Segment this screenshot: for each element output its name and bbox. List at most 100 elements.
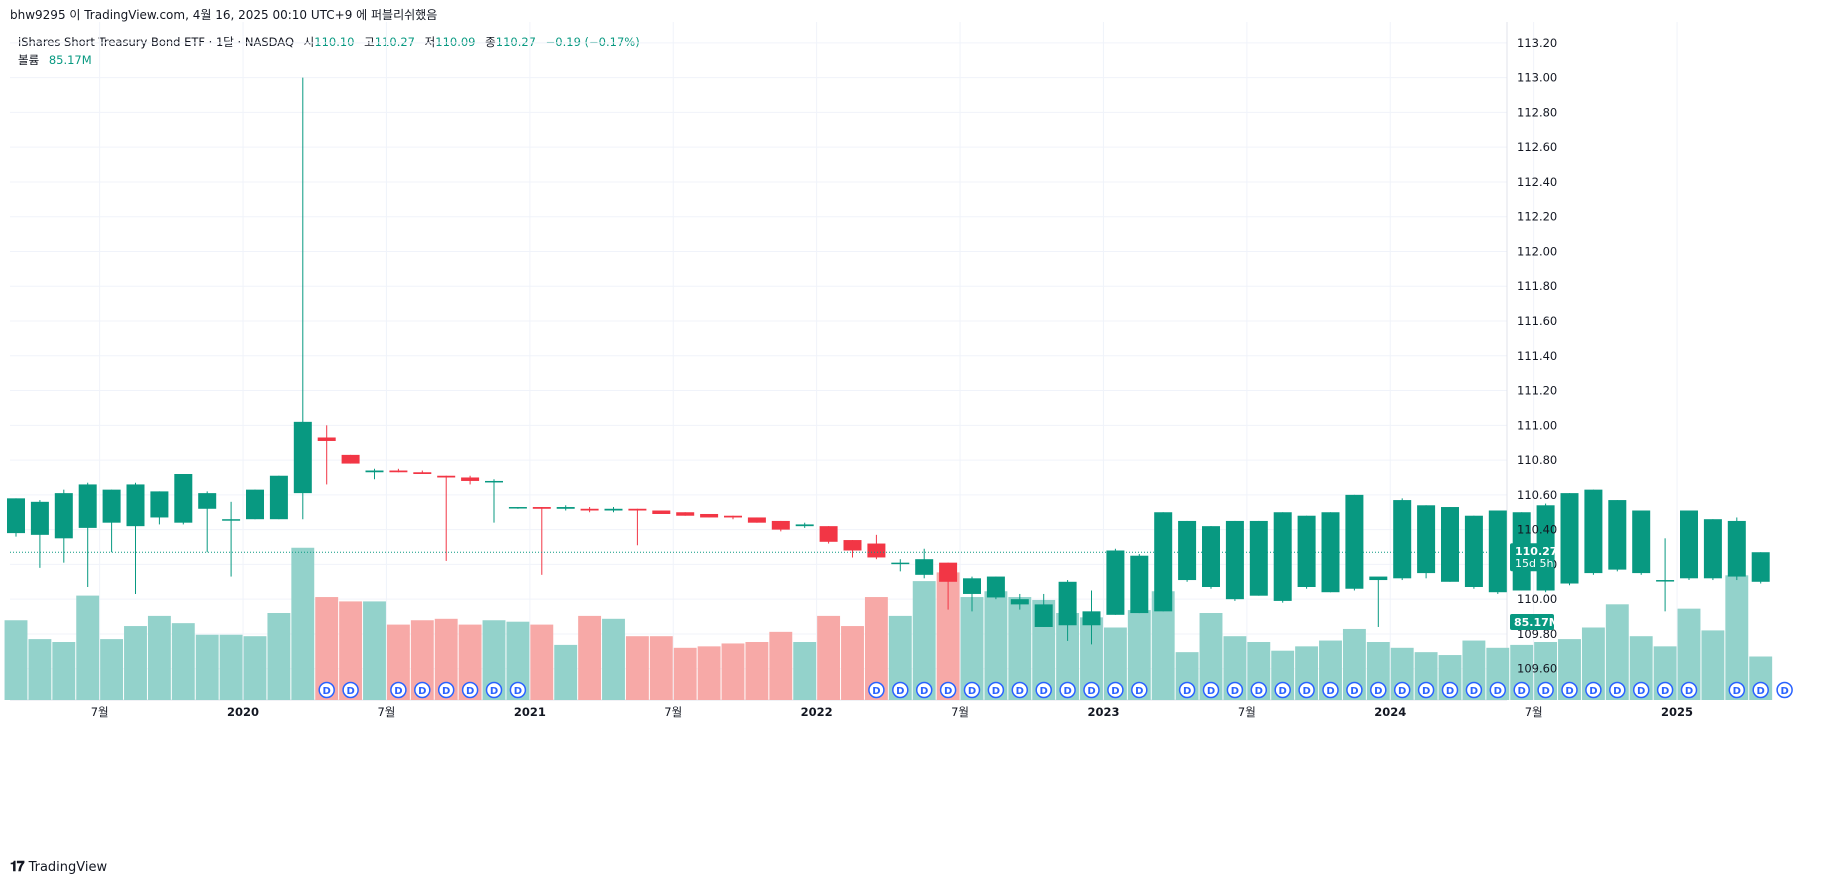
candle-body <box>1488 510 1507 593</box>
time-tick-label: 2021 <box>514 705 546 719</box>
dividend-badge-label: D <box>418 686 426 697</box>
candle-body <box>1703 519 1722 579</box>
dividend-badge-label: D <box>1350 686 1358 697</box>
candle-body <box>939 562 958 582</box>
dividend-badge-label: D <box>1757 686 1765 697</box>
candle-body <box>891 562 910 565</box>
dividend-badge-label: D <box>992 686 1000 697</box>
dividend-badge-icon <box>892 681 909 699</box>
candle-body <box>30 501 49 535</box>
dividend-badge-icon <box>1083 681 1100 699</box>
change-value: −0.19 (−0.17%) <box>545 35 640 49</box>
dividend-badge-label: D <box>1541 686 1549 697</box>
time-tick-label: 7월 <box>1238 705 1256 719</box>
volume-bar <box>339 601 363 700</box>
dividend-badge-label: D <box>1733 686 1741 697</box>
candle-body <box>652 510 671 514</box>
volume-bar <box>1127 610 1151 700</box>
volume-bar <box>291 547 315 700</box>
close-value: 110.27 <box>495 35 536 49</box>
dividend-badge-icon <box>1131 681 1148 699</box>
candle-body <box>1680 510 1698 579</box>
dividend-badge-label: D <box>346 686 354 697</box>
candle-body <box>819 526 838 542</box>
dividend-badge-label: D <box>466 686 474 697</box>
price-tick-label: 110.40 <box>1517 523 1557 537</box>
candle-body <box>7 498 25 534</box>
candle-body <box>867 543 886 558</box>
dividend-badge-label: D <box>896 686 904 697</box>
candle-body <box>437 475 456 478</box>
price-tick-label: 111.20 <box>1517 384 1557 398</box>
dividend-badge-icon <box>1489 681 1507 699</box>
dividend-badge-label: D <box>1780 686 1788 697</box>
candle-body <box>580 508 599 511</box>
volume-bar <box>4 620 28 700</box>
open-label: 시 <box>303 35 315 49</box>
dividend-badge-label: D <box>1446 686 1454 697</box>
last-price-tag: 110.27 15d 5h <box>1510 543 1557 572</box>
dividend-badge-label: D <box>1183 686 1191 697</box>
dividend-badge-icon <box>1632 681 1650 699</box>
candle-body <box>1393 500 1412 579</box>
dividend-badge-icon <box>1202 681 1220 699</box>
dividend-badge-label: D <box>1661 686 1669 697</box>
price-tick-label: 109.80 <box>1517 627 1557 641</box>
candle-body <box>126 484 145 527</box>
volume-bar <box>219 634 243 700</box>
candle-body <box>389 470 408 473</box>
dividend-badge-icon <box>987 681 1005 699</box>
candle-body <box>102 489 121 523</box>
volume-bar <box>195 634 219 700</box>
volume-bar <box>1677 608 1701 700</box>
tradingview-logo[interactable]: 𝟏𝟕 TradingView <box>10 859 107 875</box>
volume-bar <box>793 642 817 700</box>
price-tick-label: 110.60 <box>1517 488 1557 502</box>
dividend-badge-icon <box>1059 681 1076 699</box>
candle-body <box>174 474 193 523</box>
volume-bar <box>1103 627 1127 700</box>
time-axis[interactable]: 7월 2020 7월 2021 7월 2022 7월 2023 7월 2024 7월 2025 <box>91 705 1693 719</box>
dividend-badge-icon <box>963 681 981 699</box>
candle-body <box>1010 599 1029 605</box>
dividend-badge-label: D <box>920 686 928 697</box>
price-axis[interactable]: 113.20 113.00 112.80 112.60 112.40 112.20 112.… <box>1517 36 1557 676</box>
dividend-badge-icon <box>1298 681 1315 699</box>
grid-lines <box>10 22 1678 701</box>
dividend-badge-label: D <box>1565 686 1573 697</box>
close-label: 종 <box>485 35 496 49</box>
dividend-badge-icon <box>1035 681 1052 699</box>
volume-bar <box>912 581 936 700</box>
dividend-badge-icon <box>437 681 455 699</box>
volume-bar <box>458 624 482 700</box>
candle-body <box>532 507 551 509</box>
volume-bar <box>769 631 793 700</box>
volume-bar <box>386 624 410 700</box>
dividend-badge-label: D <box>323 686 331 697</box>
symbol-name[interactable]: iShares Short Treasury Bond ETF · 1달 · N… <box>18 35 294 49</box>
volume-bar <box>649 636 673 700</box>
candle-body <box>365 470 384 473</box>
volume-bar <box>745 642 769 700</box>
price-tick-label: 112.80 <box>1517 105 1557 119</box>
candle-body <box>986 576 1005 598</box>
publish-attribution: bhw9295 이 TradingView.com, 4월 16, 2025 0… <box>10 8 438 22</box>
volume-bar <box>1080 617 1103 700</box>
candle-body <box>1656 580 1675 582</box>
dividend-badge-icon <box>1752 681 1769 699</box>
dividend-badge-icon <box>414 681 431 699</box>
dividend-badge-label: D <box>1613 686 1621 697</box>
dividend-badge-label: D <box>1063 686 1071 697</box>
dividend-badge-icon <box>1322 681 1339 699</box>
candle-body <box>1369 576 1388 581</box>
time-tick-label: 2025 <box>1661 705 1693 719</box>
dividend-badge-icon <box>1537 681 1554 699</box>
dividend-badge-label: D <box>1255 686 1263 697</box>
candle-body <box>1273 512 1292 601</box>
dividend-badge-icon <box>1585 681 1602 699</box>
dividend-badge-icon <box>342 681 359 699</box>
price-tick-label: 112.20 <box>1517 210 1557 224</box>
volume-bar <box>76 595 100 700</box>
